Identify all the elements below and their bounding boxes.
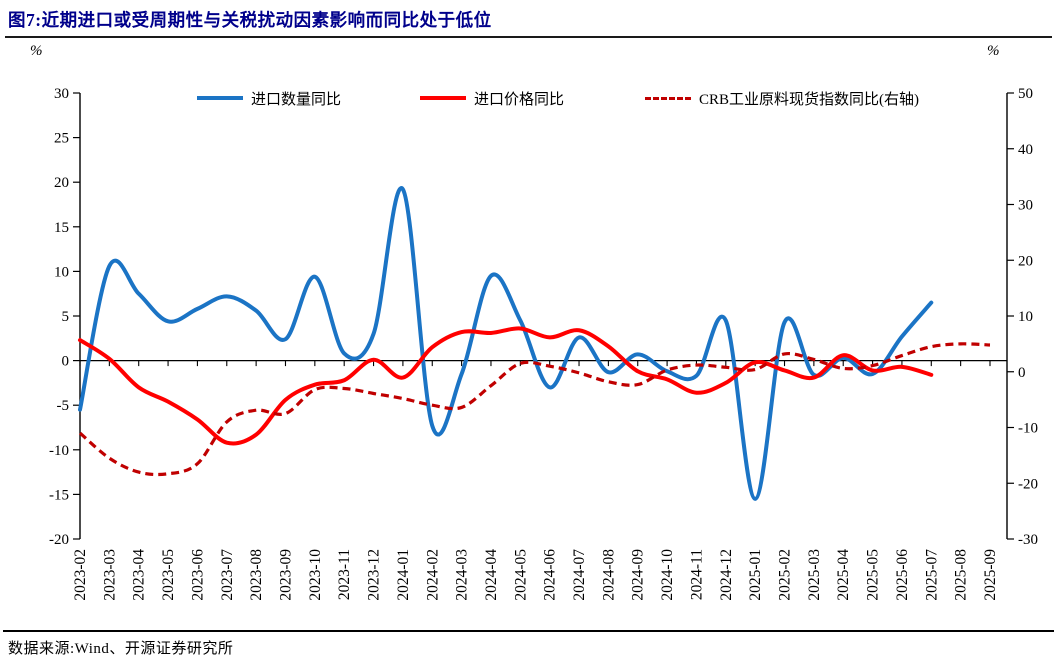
x-axis-tick-label: 2024-08 [600,549,617,601]
left-axis-tick-label: -20 [49,532,69,548]
left-axis-tick-label: 10 [54,264,69,280]
x-axis-tick-label: 2024-02 [424,549,441,601]
x-axis-tick-label: 2023-11 [336,549,353,600]
left-axis-tick-label: 25 [54,131,69,147]
x-axis-tick-label: 2024-01 [395,549,412,601]
left-axis: 30 25 20 15 10 5 0 -5 -10 -15 -20 [49,86,81,548]
x-axis-tick-label: 2023-03 [101,549,118,601]
source-divider [3,630,1054,632]
title-divider [5,36,1052,38]
left-axis-tick-label: -15 [49,487,69,503]
x-axis-tick-label: 2024-12 [718,549,735,601]
x-axis-tick-label: 2023-02 [72,549,89,601]
x-axis-tick-label: 2024-04 [483,549,500,601]
x-axis-tick-label: 2024-05 [512,549,529,601]
figure-title: 图7:近期进口或受周期性与关税扰动因素影响而同比处于低位 [8,10,492,30]
right-axis-tick-label: 0 [1018,365,1026,381]
legend-label-crb-index: CRB工业原料现货指数同比(右轴) [699,91,920,108]
right-axis-tick-label: 40 [1018,142,1033,158]
right-axis: 50 40 30 20 10 0 -10 -20 -30 [1006,86,1038,548]
left-axis-tick-label: -10 [49,443,69,459]
series-line-crb-raw-materials-spot-index-yoy [78,342,991,477]
series-line-import-quantity-yoy [78,186,934,501]
left-axis-tick-label: 5 [62,309,70,325]
left-axis-tick-label: 20 [54,175,69,191]
x-axis-tick-label: 2024-07 [571,549,588,601]
legend-item-crb-index: CRB工业原料现货指数同比(右轴) [645,89,920,108]
legend-line-swatch-dashed-darkred [645,96,691,100]
x-axis-tick-label: 2023-06 [189,549,206,601]
x-axis-tick-label: 2025-09 [982,549,999,601]
x-axis-tick-label: 2023-08 [248,549,265,601]
left-axis-tick-label: 0 [62,354,70,370]
right-axis-tick-label: 20 [1018,253,1033,269]
right-axis-unit: % [987,43,1000,59]
x-axis-tick-label: 2025-01 [747,549,764,601]
left-axis-tick-label: -5 [57,398,70,414]
right-axis-tick-label: 10 [1018,309,1033,325]
x-axis-tick-label: 2025-08 [953,549,970,601]
series-line-import-price-yoy [78,326,934,446]
x-axis-tick-label: 2025-02 [777,549,794,601]
right-axis-tick-label: -20 [1018,476,1038,492]
data-source: 数据来源:Wind、开源证券研究所 [8,641,234,657]
left-axis-tick-label: 15 [54,220,69,236]
legend-item-import-quantity: 进口数量同比 [197,89,342,108]
x-axis-tick-label: 2024-06 [542,549,559,601]
right-axis-tick-label: 50 [1018,86,1033,102]
x-axis-tick-label: 2025-05 [865,549,882,601]
legend-label-import-quantity: 进口数量同比 [251,91,342,108]
x-axis-tick-label: 2025-06 [894,549,911,601]
x-axis-tick-label: 2025-03 [806,549,823,601]
right-axis-tick-label: -30 [1018,532,1038,548]
x-axis-tick-label: 2024-10 [659,549,676,601]
right-axis-tick-label: 30 [1018,198,1033,214]
legend-line-swatch-solid-red [420,96,466,100]
x-axis-tick-label: 2023-09 [277,549,294,601]
x-axis-tick-label: 2025-04 [835,549,852,601]
x-axis-tick-label: 2023-05 [160,549,177,601]
x-axis-tick-label: 2024-11 [688,549,705,600]
legend-line-swatch-solid-blue [197,96,243,100]
legend-label-import-price: 进口价格同比 [474,91,565,108]
left-axis-unit: % [30,43,43,59]
right-axis-tick-label: -10 [1018,421,1038,437]
x-axis-tick-label: 2025-07 [923,549,940,601]
x-axis-tick-label: 2024-09 [630,549,647,601]
x-axis-tick-label: 2024-03 [454,549,471,601]
legend-item-import-price: 进口价格同比 [420,89,565,108]
x-axis-tick-label: 2023-04 [131,549,148,601]
x-axis-tick-label: 2023-12 [366,549,383,601]
x-axis: 2023-02 2023-03 2023-04 2023-05 2023-06 2023-… [72,359,1007,601]
left-axis-tick-label: 30 [54,86,69,102]
x-axis-tick-label: 2023-07 [219,549,236,601]
x-axis-tick-label: 2023-10 [307,549,324,601]
